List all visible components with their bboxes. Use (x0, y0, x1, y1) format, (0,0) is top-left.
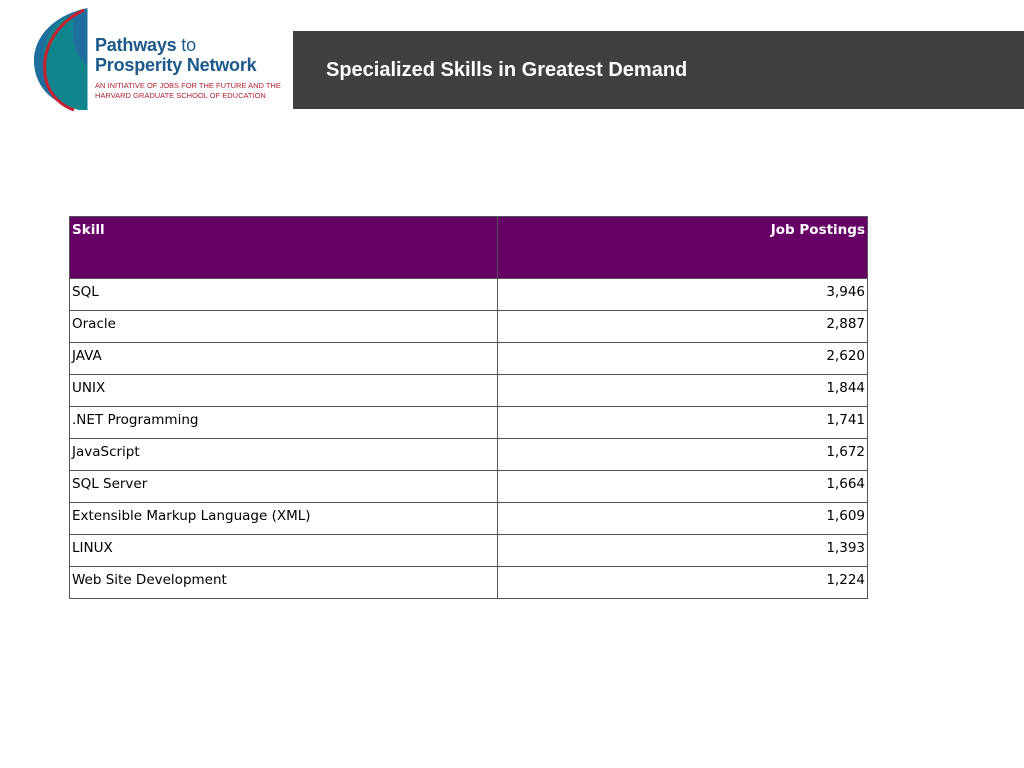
skill-cell: LINUX (69, 534, 498, 567)
skill-cell: Oracle (69, 310, 498, 343)
logo-subtitle: AN INITIATIVE OF JOBS FOR THE FUTURE AND… (95, 81, 281, 100)
postings-cell: 1,741 (497, 406, 868, 439)
skill-cell: Web Site Development (69, 566, 498, 599)
table-row: Extensible Markup Language (XML) 1,609 (69, 502, 868, 535)
skill-cell: JavaScript (69, 438, 498, 471)
postings-cell: 2,887 (497, 310, 868, 343)
postings-cell: 1,844 (497, 374, 868, 407)
skills-table: Skill Job Postings SQL 3,946 Oracle 2,88… (69, 216, 868, 599)
postings-cell: 1,224 (497, 566, 868, 599)
postings-cell: 1,672 (497, 438, 868, 471)
column-header-job-postings: Job Postings (497, 216, 868, 279)
postings-cell: 3,946 (497, 278, 868, 311)
logo-mark-icon (33, 8, 89, 112)
slide-title: Specialized Skills in Greatest Demand (326, 59, 688, 81)
table-row: LINUX 1,393 (69, 534, 868, 567)
logo-text-line1: Pathways to (95, 35, 196, 55)
postings-cell: 2,620 (497, 342, 868, 375)
table-row: UNIX 1,844 (69, 374, 868, 407)
postings-cell: 1,664 (497, 470, 868, 503)
logo: Pathways to Prosperity Network AN INITIA… (0, 0, 293, 112)
skill-cell: Extensible Markup Language (XML) (69, 502, 498, 535)
logo-text-line2: Prosperity Network (95, 55, 257, 75)
skill-cell: SQL (69, 278, 498, 311)
table-row: Oracle 2,887 (69, 310, 868, 343)
table-row: SQL 3,946 (69, 278, 868, 311)
table-row: JavaScript 1,672 (69, 438, 868, 471)
skill-cell: SQL Server (69, 470, 498, 503)
table-header-row: Skill Job Postings (69, 216, 868, 279)
table-row: JAVA 2,620 (69, 342, 868, 375)
table-row: .NET Programming 1,741 (69, 406, 868, 439)
column-header-skill: Skill (69, 216, 498, 279)
table-row: Web Site Development 1,224 (69, 566, 868, 599)
skill-cell: .NET Programming (69, 406, 498, 439)
skill-cell: UNIX (69, 374, 498, 407)
table-row: SQL Server 1,664 (69, 470, 868, 503)
postings-cell: 1,393 (497, 534, 868, 567)
postings-cell: 1,609 (497, 502, 868, 535)
skill-cell: JAVA (69, 342, 498, 375)
